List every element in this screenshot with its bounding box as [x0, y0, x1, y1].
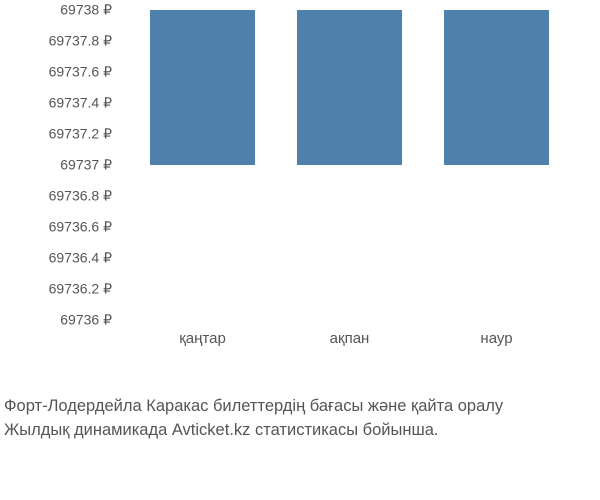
y-axis: 69738 ₽ 69737.8 ₽ 69737.6 ₽ 69737.4 ₽ 69…	[0, 10, 112, 320]
price-chart: 69738 ₽ 69737.8 ₽ 69737.6 ₽ 69737.4 ₽ 69…	[0, 10, 600, 360]
y-tick: 69736.2 ₽	[49, 281, 112, 298]
y-tick: 69736.4 ₽	[49, 250, 112, 267]
y-tick: 69737.4 ₽	[49, 95, 112, 112]
y-tick: 69736.6 ₽	[49, 219, 112, 236]
x-axis: қаңтар ақпан наур	[115, 330, 585, 360]
bar	[297, 10, 402, 165]
x-tick: наур	[480, 330, 512, 347]
y-tick: 69736 ₽	[60, 312, 112, 329]
x-tick: ақпан	[330, 330, 370, 347]
y-tick: 69737.6 ₽	[49, 64, 112, 81]
y-tick: 69736.8 ₽	[49, 188, 112, 205]
bar	[444, 10, 549, 165]
y-tick: 69737.8 ₽	[49, 33, 112, 50]
y-tick: 69737.2 ₽	[49, 126, 112, 143]
x-tick: қаңтар	[179, 330, 226, 347]
plot-area	[115, 10, 585, 320]
bar	[150, 10, 255, 165]
caption-line: Жылдық динамикада Avticket.kz статистика…	[4, 419, 503, 443]
chart-caption: Форт-Лодердейла Каракас билеттердің баға…	[4, 395, 503, 443]
caption-line: Форт-Лодердейла Каракас билеттердің баға…	[4, 395, 503, 419]
y-tick: 69738 ₽	[60, 2, 112, 19]
y-tick: 69737 ₽	[60, 157, 112, 174]
